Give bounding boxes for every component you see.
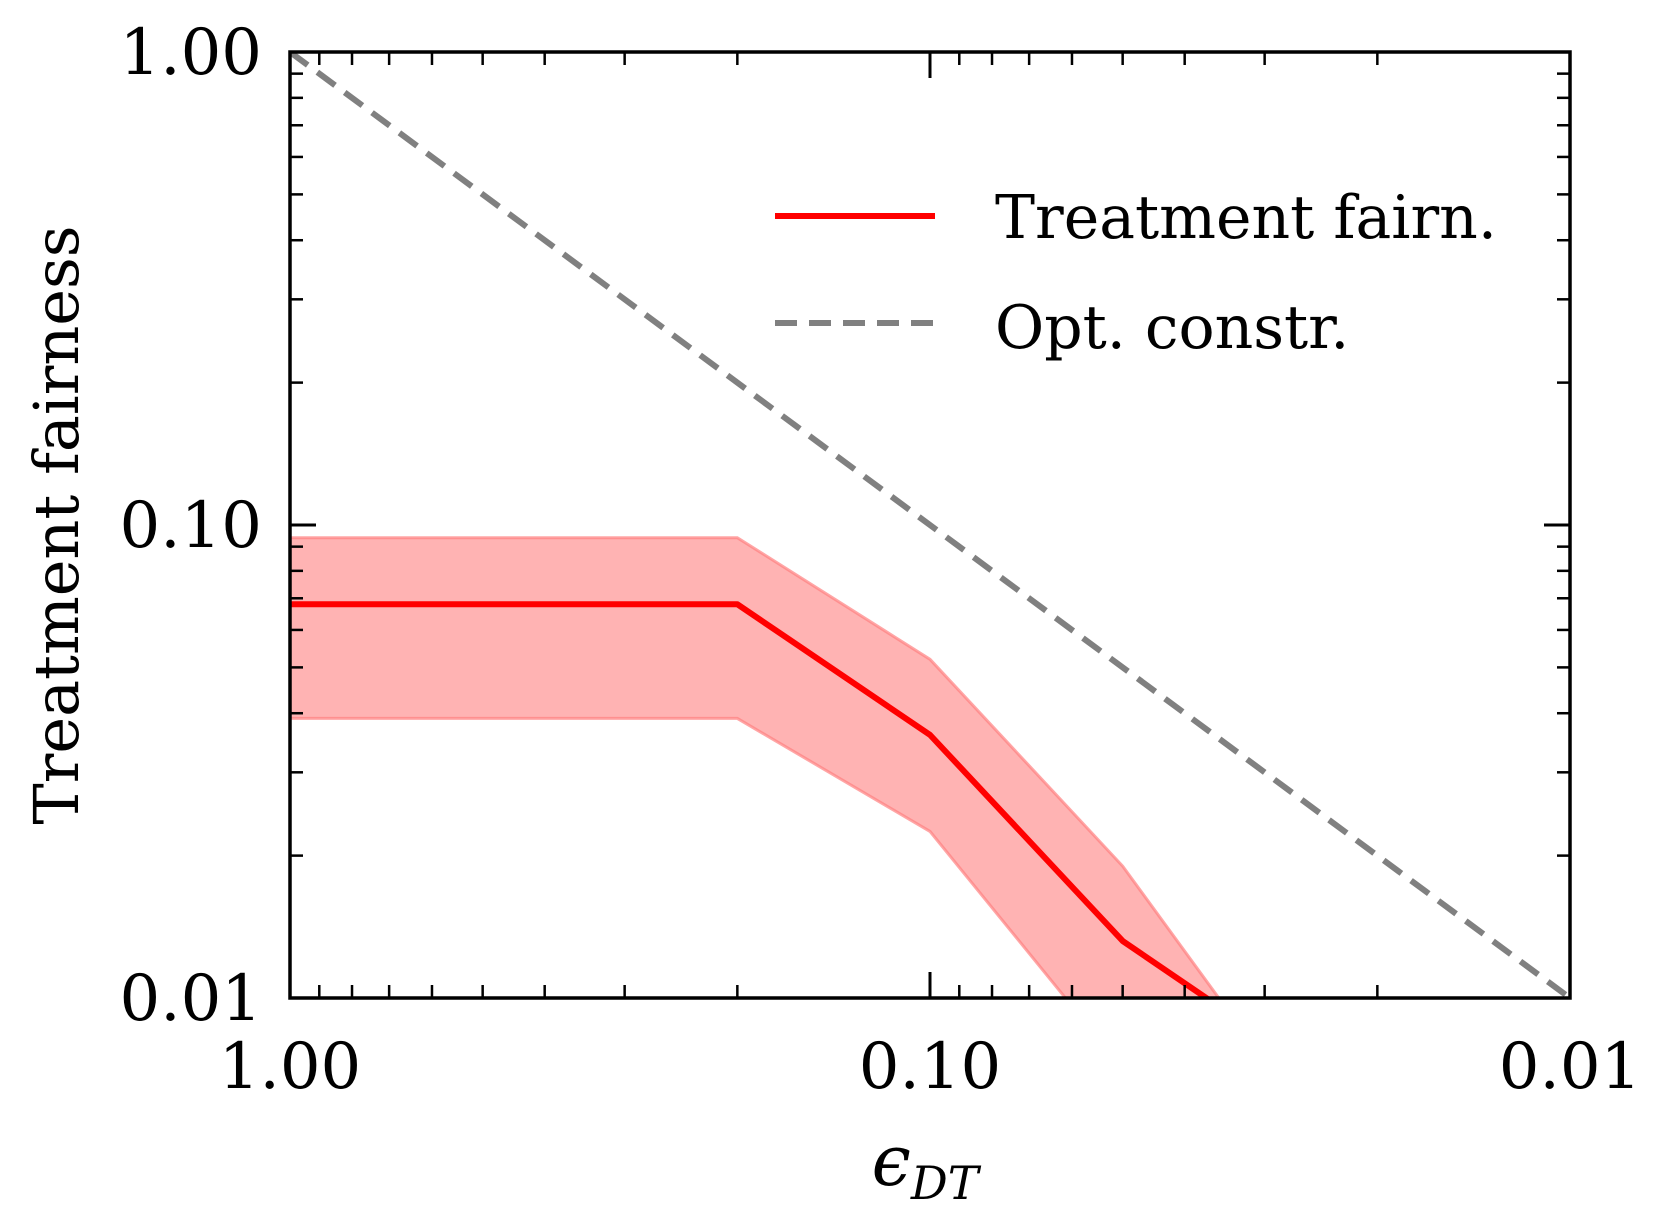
series-line-layer [290, 52, 1570, 998]
y-tick-label: 1.00 [120, 16, 263, 90]
confidence-band-layer [290, 536, 1221, 998]
y-tick-label: 0.01 [120, 962, 263, 1036]
x-tick-label: 1.00 [219, 1030, 362, 1104]
x-axis-title: ϵDT [872, 1120, 982, 1210]
series-line-treatment-fairn [290, 601, 1212, 998]
axis-ticks [288, 50, 1572, 1000]
x-axis-subscript: DT [910, 1156, 982, 1210]
legend: Treatment fairn. Opt. constr. [775, 183, 1497, 363]
axis-tick-labels: 1.00 0.10 0.011.000.100.01 [120, 16, 1642, 1104]
band-treatment-fairn [290, 536, 1221, 998]
legend-label-opt-constr: Opt. constr. [995, 293, 1349, 363]
y-axis-title: Treatment fairness [20, 225, 93, 824]
x-axis-symbol: ϵ [872, 1120, 911, 1202]
legend-label-treatment-fairness: Treatment fairn. [995, 183, 1497, 253]
x-tick-label: 0.01 [1499, 1030, 1642, 1104]
y-tick-label: 0.10 [120, 489, 263, 563]
x-tick-label: 0.10 [859, 1030, 1002, 1104]
series-line-opt-constr [290, 52, 1570, 998]
